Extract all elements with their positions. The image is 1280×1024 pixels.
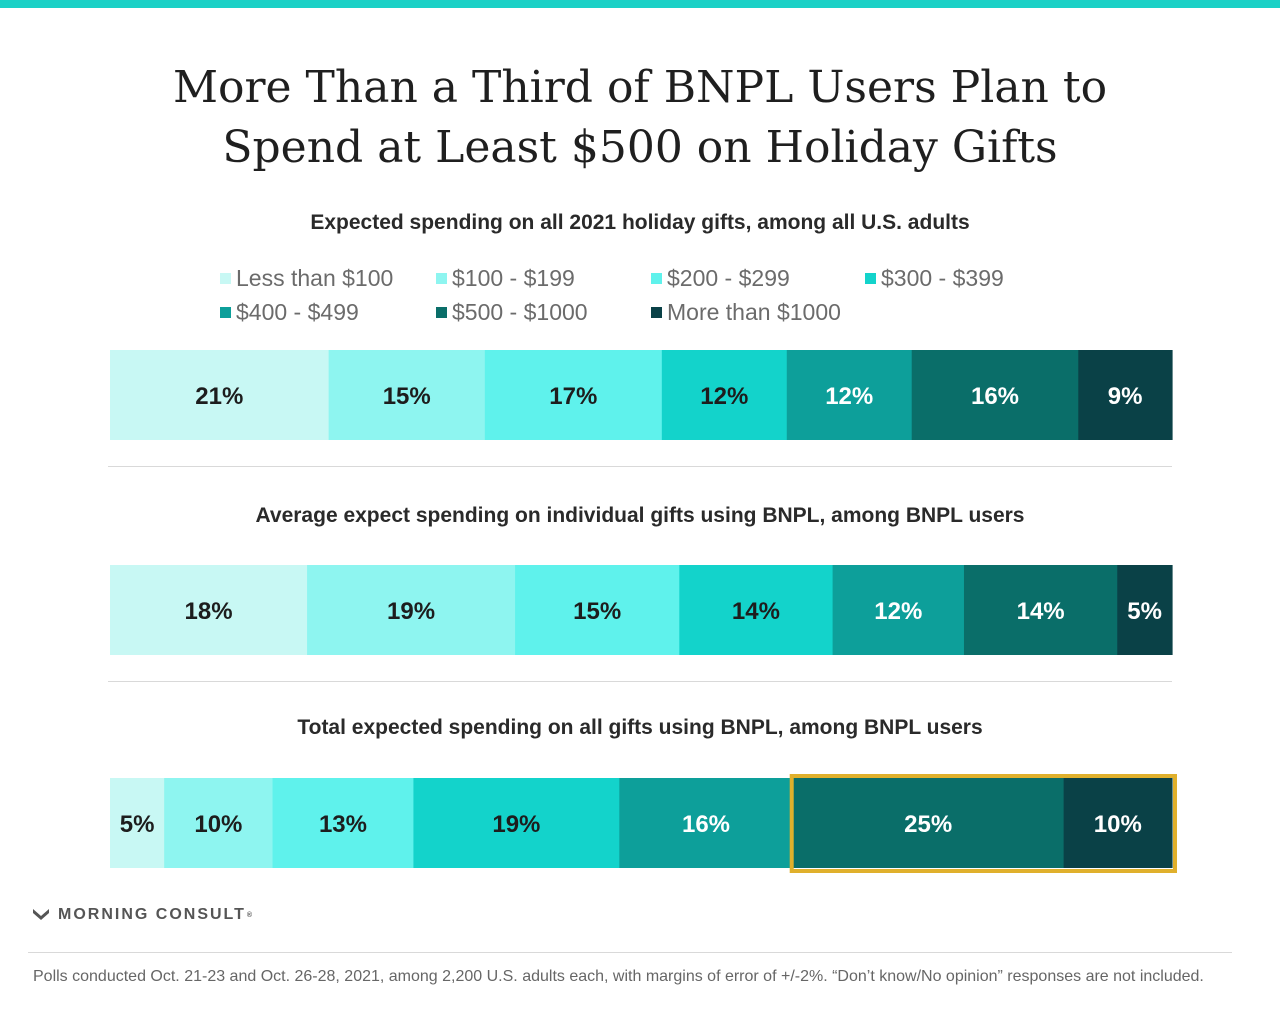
data-label: 5% <box>120 811 155 838</box>
bar-segment <box>328 350 486 440</box>
legend-item: $100 - $199 <box>436 262 575 294</box>
bar-segment <box>1078 350 1173 440</box>
data-label: 5% <box>1127 598 1162 625</box>
bar-segment <box>963 565 1118 655</box>
data-label: 25% <box>904 811 952 838</box>
data-label: 21% <box>195 383 243 410</box>
data-label: 15% <box>383 383 431 410</box>
legend-swatch <box>651 272 662 284</box>
data-label: 14% <box>732 598 780 625</box>
legend-label: $100 - $199 <box>452 264 575 291</box>
footer-divider <box>28 952 1232 953</box>
panel-divider <box>108 466 1172 467</box>
bar-segment <box>911 350 1079 440</box>
top-accent-bar <box>0 0 1280 8</box>
bar-panel-3: 5% 10% 13% 19% 16% 25% 10% <box>110 774 1177 873</box>
bar-segment <box>1063 778 1173 868</box>
data-label: 19% <box>387 598 435 625</box>
bar-segment <box>484 350 663 440</box>
data-label: 13% <box>319 811 367 838</box>
chart-title: More Than a Third of BNPL Users Plan to … <box>0 58 1280 178</box>
legend-label: $500 - $1000 <box>452 298 588 325</box>
brand-logo: MORNING CONSULT ® <box>32 906 252 924</box>
panel-2-title: Average expect spending on individual gi… <box>255 504 1025 527</box>
data-label: 9% <box>1108 383 1143 410</box>
data-label: 16% <box>971 383 1019 410</box>
chart-title-line: Spend at Least $500 on Holiday Gifts <box>222 122 1058 173</box>
bar-segment <box>110 778 165 868</box>
bar-segment <box>792 778 1065 868</box>
bar-segment <box>110 350 330 440</box>
bar-segment <box>164 778 274 868</box>
legend-swatch <box>220 306 231 318</box>
data-label: 14% <box>1017 598 1065 625</box>
panel-1-title: Expected spending on all 2021 holiday gi… <box>310 211 970 234</box>
bar-panel-2: 18% 19% 15% 14% 12% 14% 5% <box>110 565 1173 655</box>
legend-swatch <box>651 306 662 318</box>
morning-consult-logo-icon <box>33 909 49 920</box>
panel-3-title: Total expected spending on all gifts usi… <box>297 716 983 739</box>
legend-label: Less than $100 <box>236 264 394 291</box>
data-label: 18% <box>185 598 233 625</box>
data-label: 16% <box>682 811 730 838</box>
bar-segment <box>1117 565 1173 655</box>
data-label: 10% <box>1094 811 1142 838</box>
legend-label: $400 - $499 <box>236 298 359 325</box>
data-label: 12% <box>874 598 922 625</box>
legend-item: $200 - $299 <box>651 262 790 294</box>
data-label: 17% <box>549 383 597 410</box>
highlight-box <box>789 774 1177 873</box>
panel-divider <box>108 681 1172 682</box>
bar-segment <box>661 350 788 440</box>
bar-segment <box>413 778 620 868</box>
legend-swatch <box>865 272 876 284</box>
footnote: Polls conducted Oct. 21-23 and Oct. 26-2… <box>33 968 1204 985</box>
legend-label: More than $1000 <box>667 298 841 325</box>
bar-segment <box>786 350 913 440</box>
data-label: 15% <box>573 598 621 625</box>
legend-item: $400 - $499 <box>220 296 359 328</box>
data-label: 12% <box>825 383 873 410</box>
legend-item: $500 - $1000 <box>436 296 588 328</box>
bar-segment <box>679 565 834 655</box>
bar-segment <box>619 778 794 868</box>
chart-title-line: More Than a Third of BNPL Users Plan to <box>172 62 1108 113</box>
data-label: 19% <box>492 811 540 838</box>
brand-name: MORNING CONSULT <box>58 906 246 923</box>
legend-label: $200 - $299 <box>667 264 790 291</box>
legend-item: $300 - $399 <box>865 262 1004 294</box>
legend-swatch <box>220 272 231 284</box>
bar-segment <box>832 565 965 655</box>
bar-segment <box>307 565 516 655</box>
bar-segment <box>515 565 680 655</box>
data-label: 10% <box>194 811 242 838</box>
bar-segment <box>272 778 415 868</box>
brand-registered-mark: ® <box>246 911 253 919</box>
legend-item: Less than $100 <box>220 262 393 294</box>
legend-swatch <box>436 272 447 284</box>
bar-panel-1: 21% 15% 17% 12% 12% 16% 9% <box>110 350 1173 440</box>
legend: Less than $100 $100 - $199 $200 - $299 $… <box>0 262 1280 332</box>
legend-swatch <box>436 306 447 318</box>
legend-label: $300 - $399 <box>881 264 1004 291</box>
legend-item: More than $1000 <box>651 296 841 328</box>
bar-segment <box>110 565 308 655</box>
data-label: 12% <box>700 383 748 410</box>
